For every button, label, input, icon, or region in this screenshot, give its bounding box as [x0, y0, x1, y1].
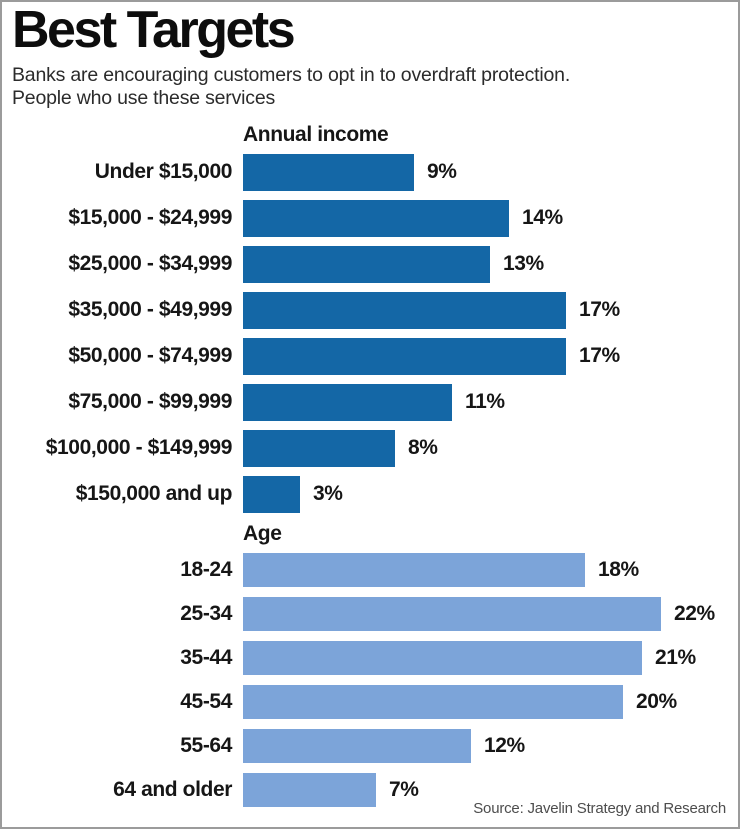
category-label: $150,000 and up	[75, 482, 233, 506]
section-title-age: Age	[243, 521, 282, 545]
value-label: 20%	[636, 689, 677, 713]
chart-section-income: Annual income Under $15,000 9% $15,000 - $2…	[2, 123, 738, 513]
bar	[243, 684, 623, 719]
chart-row: 25-34 22%	[2, 596, 738, 631]
category-label: 45-54	[180, 689, 232, 713]
value-label: 12%	[484, 733, 525, 757]
chart-row: $75,000 - $99,999 11%	[2, 383, 738, 421]
category-label: $15,000 - $24,999	[68, 206, 232, 230]
chart-row: 55-64 12%	[2, 728, 738, 763]
category-label: $25,000 - $34,999	[68, 252, 232, 276]
value-label: 14%	[522, 206, 563, 230]
bar	[243, 429, 395, 467]
chart-section-age: Age 18-24 18% 25-34 22% 35-44 21% 45-54 20% 55-64…	[2, 522, 738, 807]
chart-row: $100,000 - $149,999 8%	[2, 429, 738, 467]
value-label: 11%	[465, 390, 505, 414]
bar	[243, 728, 471, 763]
chart-row: $35,000 - $49,999 17%	[2, 291, 738, 329]
bar	[243, 199, 509, 237]
value-label: 22%	[674, 601, 715, 625]
chart-row: 64 and older 7%	[2, 772, 738, 807]
category-label: $50,000 - $74,999	[68, 344, 232, 368]
category-label: 25-34	[180, 601, 232, 625]
bar	[243, 596, 661, 631]
source-credit: Source: Javelin Strategy and Research	[473, 800, 726, 817]
category-label: 18-24	[180, 557, 232, 581]
bar	[243, 383, 452, 421]
category-label: 64 and older	[113, 777, 232, 801]
value-label: 8%	[408, 436, 438, 460]
category-label: 35-44	[180, 645, 232, 669]
value-label: 3%	[313, 482, 343, 506]
bar	[243, 245, 490, 283]
chart-row: Under $15,000 9%	[2, 153, 738, 191]
value-label: 13%	[503, 252, 544, 276]
category-label: $35,000 - $49,999	[68, 298, 232, 322]
chart-sections: Annual income Under $15,000 9% $15,000 - $2…	[2, 123, 738, 807]
chart-row: $150,000 and up 3%	[2, 475, 738, 513]
category-label: Under $15,000	[94, 160, 233, 184]
value-label: 17%	[579, 344, 620, 368]
bar	[243, 291, 566, 329]
page-title: Best Targets	[12, 1, 296, 59]
chart-row: 18-24 18%	[2, 552, 738, 587]
chart-row: $50,000 - $74,999 17%	[2, 337, 738, 375]
chart-row: 45-54 20%	[2, 684, 738, 719]
value-label: 21%	[655, 645, 696, 669]
value-label: 17%	[579, 298, 620, 322]
bar	[243, 640, 642, 675]
value-label: 7%	[389, 777, 419, 801]
bar	[243, 552, 585, 587]
section-title-income: Annual income	[243, 122, 389, 146]
value-label: 18%	[598, 557, 639, 581]
chart-row: 35-44 21%	[2, 640, 738, 675]
chart-subtitle: Banks are encouraging customers to opt i…	[12, 64, 738, 109]
value-label: 9%	[427, 160, 457, 184]
chart-row: $15,000 - $24,999 14%	[2, 199, 738, 237]
chart-row: $25,000 - $34,999 13%	[2, 245, 738, 283]
category-label: 55-64	[180, 733, 232, 757]
subtitle-line-1: Banks are encouraging customers to opt i…	[12, 64, 571, 87]
bar	[243, 475, 300, 513]
bar	[243, 337, 566, 375]
subtitle-line-2: People who use these services	[12, 87, 276, 109]
category-label: $100,000 - $149,999	[45, 436, 233, 460]
bar	[243, 772, 376, 807]
bar	[243, 153, 414, 191]
category-label: $75,000 - $99,999	[68, 390, 232, 414]
